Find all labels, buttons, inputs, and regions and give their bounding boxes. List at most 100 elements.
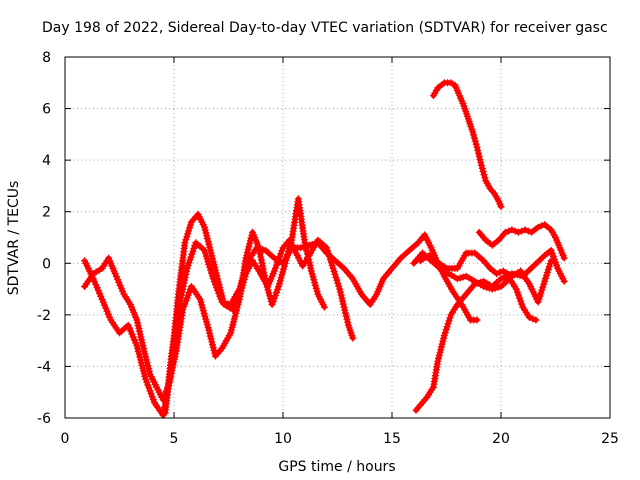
data-point (513, 288, 521, 296)
data-point (501, 228, 509, 236)
data-point (529, 315, 537, 323)
data-point (270, 295, 278, 302)
y-tick-label: 0 (42, 256, 51, 272)
data-point (343, 315, 351, 323)
data-point (512, 285, 520, 293)
data-point (560, 277, 568, 285)
data-point (181, 239, 189, 247)
series-track-4 (413, 247, 567, 413)
y-tick-label: 2 (42, 205, 51, 221)
y-tick-label: -2 (37, 308, 51, 324)
data-point (476, 155, 484, 163)
data-point (344, 318, 352, 326)
data-point (547, 246, 555, 254)
data-point (115, 278, 123, 286)
y-tick-label: 6 (42, 102, 51, 118)
data-point (340, 303, 348, 311)
data-point (540, 280, 548, 288)
data-point (514, 291, 522, 299)
data-point (536, 292, 544, 300)
data-point (117, 284, 125, 292)
data-point (496, 268, 504, 276)
data-point (104, 310, 112, 318)
data-point (92, 268, 100, 276)
data-point (479, 168, 487, 175)
data-point (534, 223, 542, 231)
data-point (128, 330, 136, 338)
data-point (342, 312, 350, 320)
data-point (323, 244, 331, 252)
data-point (532, 316, 540, 324)
data-point (477, 158, 485, 166)
data-point (99, 298, 107, 306)
data-point (185, 227, 193, 235)
x-tick-label: 15 (383, 431, 401, 447)
data-point (477, 161, 485, 169)
data-point (475, 152, 483, 160)
data-point (471, 137, 479, 145)
data-point (475, 149, 482, 157)
data-point (470, 134, 478, 142)
data-point (547, 257, 555, 265)
data-point (342, 309, 349, 317)
data-point (126, 324, 133, 332)
data-point (339, 297, 347, 305)
y-tick-label: 4 (42, 153, 51, 169)
data-point (538, 286, 546, 294)
chart-title: Day 198 of 2022, Sidereal Day-to-day VTE… (42, 20, 608, 36)
data-point (338, 294, 346, 302)
series-track-6-markers (416, 249, 555, 306)
data-point (549, 252, 557, 260)
data-point (542, 274, 549, 282)
x-axis-label: GPS time / hours (278, 459, 395, 475)
data-point (223, 302, 231, 310)
data-point (480, 171, 488, 179)
data-point (518, 300, 526, 308)
data-point (325, 250, 332, 258)
data-point (470, 131, 477, 139)
plot-frame (64, 56, 611, 419)
data-point (472, 140, 480, 148)
data-point (331, 270, 339, 278)
y-tick-label: 8 (42, 50, 51, 66)
x-tick-label: 5 (170, 431, 179, 447)
data-point (112, 273, 120, 280)
data-point (478, 164, 486, 172)
series-track-8-markers (475, 221, 568, 262)
x-tick-label: 20 (492, 431, 510, 447)
data-point (534, 298, 542, 306)
data-point (269, 298, 277, 305)
data-point (469, 128, 477, 136)
data-point (497, 203, 505, 211)
data-point (187, 221, 194, 229)
data-point (511, 227, 519, 235)
x-tick-label: 10 (274, 431, 292, 447)
data-series (81, 79, 568, 419)
data-point (349, 334, 357, 342)
data-point (473, 143, 481, 151)
data-point (419, 255, 427, 263)
data-point (474, 279, 482, 287)
data-point (268, 301, 276, 308)
data-point (329, 264, 337, 272)
data-point (327, 259, 335, 266)
data-point (91, 278, 99, 286)
data-point (94, 287, 102, 294)
data-point (546, 260, 554, 268)
data-point (335, 282, 343, 290)
series-track-7-markers (429, 79, 505, 211)
series-track-3-markers (161, 210, 357, 417)
data-point (130, 336, 138, 344)
data-point (440, 332, 448, 339)
data-point (525, 313, 533, 321)
data-point (273, 289, 280, 296)
data-point (473, 316, 481, 324)
data-point (337, 291, 345, 299)
data-point (445, 317, 453, 325)
y-axis-label: SDTVAR / TECUs (6, 181, 22, 296)
data-point (274, 286, 282, 293)
data-point (271, 292, 279, 299)
data-point (442, 326, 450, 334)
data-point (336, 285, 344, 293)
